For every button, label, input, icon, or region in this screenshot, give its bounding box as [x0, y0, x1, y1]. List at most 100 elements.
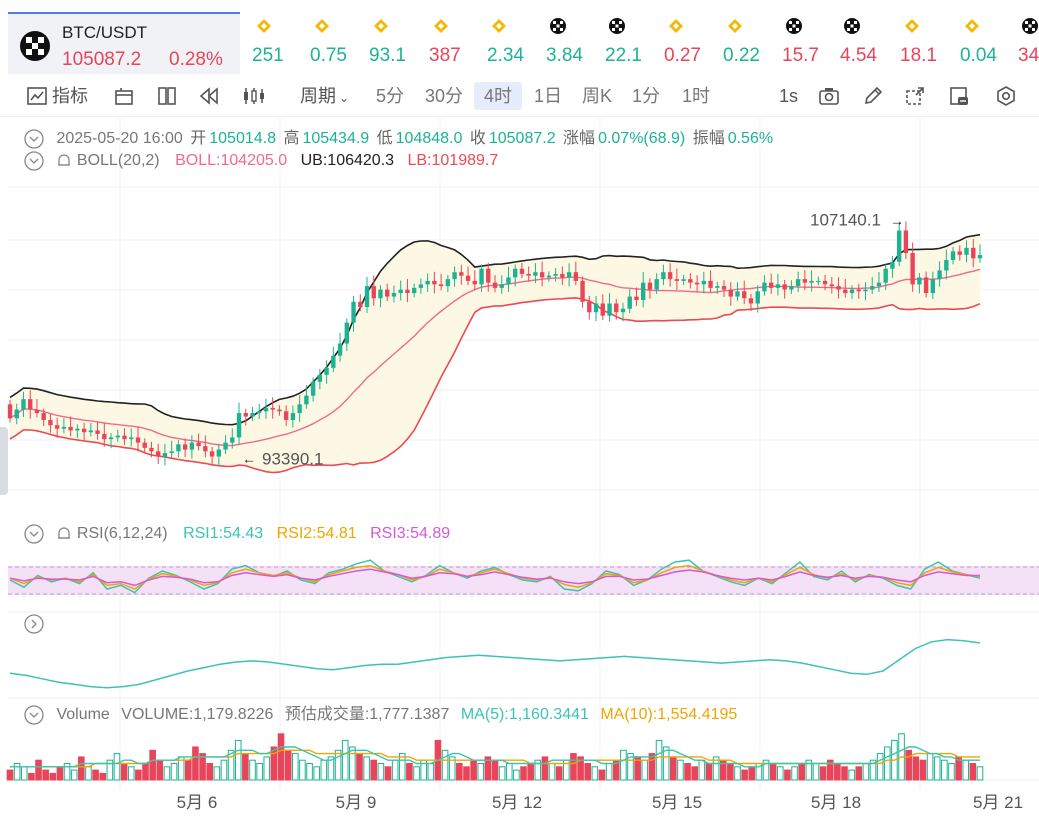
candle-body [236, 413, 242, 438]
interval-1[interactable]: 30分 [425, 86, 464, 106]
mini-ticker-value: 387 [429, 45, 461, 66]
mini-ticker-item[interactable]: 0.75 [310, 18, 368, 70]
volume-bar [577, 756, 584, 781]
replay-icon[interactable] [198, 85, 220, 107]
mini-ticker-item[interactable]: 22.1 [605, 18, 663, 70]
chevron-down-icon: ⌄ [339, 91, 350, 105]
volume-bar [448, 756, 456, 781]
candle-body [546, 275, 552, 278]
candle-body [506, 277, 511, 285]
volume-bar [413, 766, 420, 781]
mini-ticker-item[interactable]: 0.22 [723, 18, 781, 70]
volume-bar [270, 746, 278, 781]
interval-6[interactable]: 1时 [682, 86, 711, 106]
volume-bar [841, 766, 848, 781]
candle-body [573, 272, 579, 281]
candle-body [836, 286, 841, 290]
settings-icon[interactable] [995, 85, 1017, 107]
indicator-icon[interactable] [26, 85, 48, 107]
candle-body [755, 291, 760, 304]
boll-ub-value: UB:106420.3 [300, 152, 395, 170]
candle-body [283, 411, 289, 421]
mini-ticker-value: 0.75 [310, 45, 347, 66]
annotation-arrow: → [890, 212, 904, 228]
volume-bar [313, 766, 320, 781]
collapse-chevron-icon[interactable] [24, 524, 44, 544]
indicators-button[interactable]: 指标 [52, 86, 88, 106]
candle-body [162, 453, 168, 457]
collapse-chevron-icon[interactable] [24, 705, 44, 725]
boll-mid-value: BOLL:104205.0 [175, 152, 288, 170]
collapse-chevron-icon[interactable] [24, 129, 44, 149]
volume-bar [227, 749, 235, 781]
volume-bar [63, 763, 71, 781]
period-dropdown[interactable]: 周期 ⌄ [300, 82, 349, 110]
interval-4[interactable]: 周K [582, 86, 613, 106]
collapse-chevron-icon[interactable] [24, 151, 44, 171]
mini-ticker-item[interactable]: 34 [1018, 18, 1039, 70]
volume-bar [784, 769, 791, 781]
candle-body [182, 444, 188, 450]
hidden-indicator-row [24, 614, 52, 636]
candle-body [438, 284, 444, 287]
expand-chevron-icon[interactable] [24, 614, 44, 634]
interval-3[interactable]: 1日 [534, 86, 563, 106]
mini-ticker-item[interactable]: 251 [252, 18, 310, 70]
x-axis-tick-label: 5月 21 [973, 793, 1023, 812]
candle-body [425, 280, 430, 285]
alert-bell-icon[interactable] [56, 153, 72, 169]
volume-value: VOLUME:1,179.8226 [121, 706, 274, 723]
x-axis-tick-label: 5月 12 [492, 793, 542, 812]
candle-body [964, 247, 969, 255]
volume-bar [363, 756, 370, 781]
volume-bar [741, 769, 748, 781]
candle-body [566, 272, 572, 278]
side-panel-handle[interactable] [0, 427, 8, 495]
x-axis-tick-label: 5月 18 [811, 793, 861, 812]
btc-icon [609, 18, 625, 34]
annotation-low-label: 93390.1 [262, 449, 323, 468]
candle-body [277, 409, 282, 412]
mini-ticker-item[interactable]: 387 [429, 18, 487, 70]
candle-body [957, 251, 962, 255]
layout-icon[interactable] [113, 85, 135, 107]
volume-bar [384, 766, 392, 781]
interval-0[interactable]: 5分 [376, 86, 405, 106]
rsi1-value: RSI1:54.43 [183, 525, 264, 543]
volume-bar [170, 763, 178, 781]
candle-body [715, 286, 720, 288]
interval-2[interactable]: 4时 [474, 82, 522, 110]
mini-ticker-item[interactable]: 18.1 [900, 18, 958, 70]
candle-body [95, 430, 100, 434]
refresh-rate-button[interactable]: 1s [779, 86, 799, 106]
candle-body [34, 409, 40, 414]
pencil-icon[interactable] [862, 85, 884, 107]
mini-ticker-value: 93.1 [369, 45, 406, 66]
candle-body [789, 286, 794, 290]
mini-ticker-item[interactable]: 3.84 [546, 18, 604, 70]
main-ticker-btc-usdt[interactable]: BTC/USDT 105087.2 0.28% [8, 12, 240, 74]
candle-body [310, 381, 316, 396]
x-axis-tick-label: 5月 15 [652, 793, 702, 812]
candle-type-icon[interactable] [241, 85, 269, 107]
mini-ticker-item[interactable]: 15.7 [782, 18, 840, 70]
mini-ticker-item[interactable]: 0.04 [960, 18, 1018, 70]
alert-bell-icon[interactable] [56, 526, 72, 542]
mini-ticker-item[interactable]: 4.54 [840, 18, 898, 70]
bnb-icon [669, 19, 683, 33]
candle-body [654, 279, 659, 290]
volume-bar [477, 763, 485, 781]
interval-5[interactable]: 1分 [632, 86, 661, 106]
multi-chart-icon[interactable] [156, 85, 178, 107]
expand-icon[interactable] [904, 85, 926, 107]
mini-ticker-item[interactable]: 2.34 [487, 18, 545, 70]
mini-ticker-item[interactable]: 0.27 [664, 18, 722, 70]
mini-ticker-item[interactable]: 93.1 [369, 18, 427, 70]
volume-bar [70, 769, 78, 781]
camera-icon[interactable] [818, 85, 840, 107]
candle-body [149, 447, 154, 452]
delete-drawing-icon[interactable] [948, 85, 970, 107]
candle-body [694, 282, 700, 285]
volume-name: Volume [56, 706, 110, 723]
